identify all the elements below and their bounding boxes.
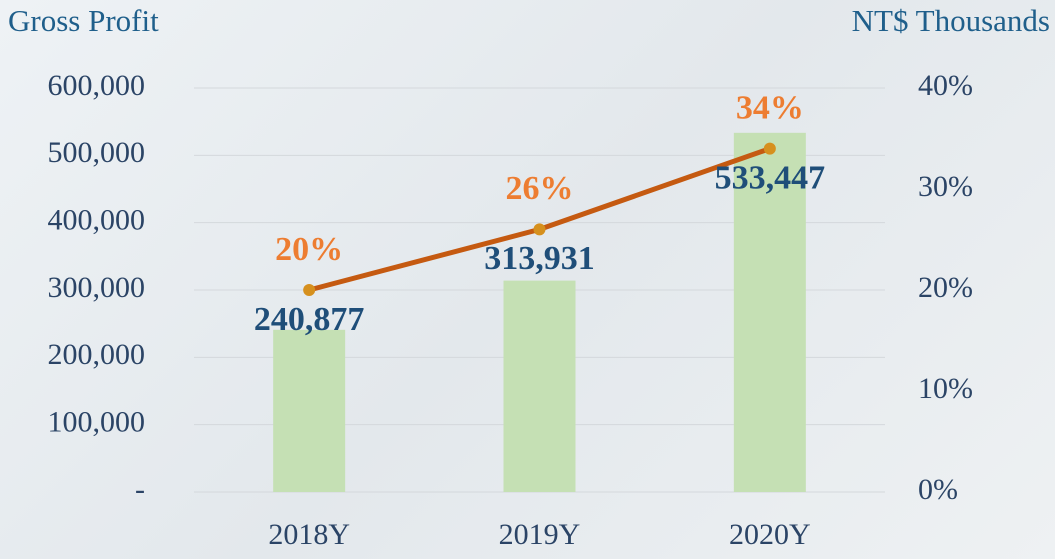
x-tick-label: 2020Y <box>729 518 811 551</box>
chart-title: Gross Profit <box>8 3 159 38</box>
data-label: 533,447 <box>715 159 826 196</box>
marker <box>303 284 316 296</box>
y2-tick-label: 10% <box>918 372 973 405</box>
unit-label: NT$ Thousands <box>852 3 1050 38</box>
y-tick-label: 500,000 <box>48 136 146 169</box>
bar <box>503 280 576 492</box>
marker <box>533 223 546 236</box>
data-label: 26% <box>506 170 574 207</box>
y2-tick-label: 30% <box>918 170 973 203</box>
y-tick-label: 100,000 <box>48 406 146 439</box>
y-tick-label: 300,000 <box>48 271 146 304</box>
y-tick-label: 400,000 <box>48 204 146 237</box>
y2-tick-label: 20% <box>918 271 973 304</box>
bar <box>273 329 346 492</box>
y-tick-label: 200,000 <box>48 338 146 371</box>
marker <box>763 142 776 155</box>
x-tick-label: 2019Y <box>499 518 581 551</box>
y-tick-label: - <box>135 473 145 506</box>
y-tick-label: 600,000 <box>48 69 146 102</box>
data-label: 34% <box>736 89 804 126</box>
data-label: 20% <box>275 231 343 268</box>
y2-tick-label: 40% <box>918 69 973 102</box>
data-label: 240,877 <box>254 301 365 338</box>
x-tick-label: 2018Y <box>268 518 350 551</box>
data-label: 313,931 <box>484 240 595 277</box>
y2-tick-label: 0% <box>918 473 958 506</box>
bar <box>733 132 806 492</box>
